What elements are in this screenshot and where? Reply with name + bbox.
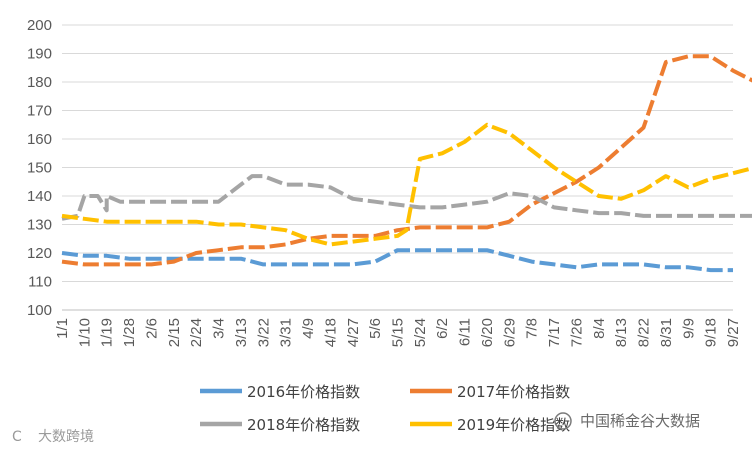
y-tick-label: 100 xyxy=(27,302,52,319)
series-lines xyxy=(61,54,752,273)
y-tick-label: 180 xyxy=(27,74,52,91)
x-tick-label: 8/4 xyxy=(591,318,608,339)
y-tick-label: 160 xyxy=(27,131,52,148)
y-tick-label: 200 xyxy=(27,17,52,34)
x-tick-label: 1/10 xyxy=(76,318,93,347)
watermark-left-text: 大数跨境 xyxy=(38,429,94,445)
watermark-left: C 大数跨境 xyxy=(12,429,94,445)
x-tick-label: 4/18 xyxy=(322,318,339,347)
legend-label-4: 2019年价格指数 xyxy=(457,416,570,434)
x-tick-label: 2/24 xyxy=(188,318,205,347)
legend-label-1: 2016年价格指数 xyxy=(247,383,360,401)
x-tick-label: 9/27 xyxy=(725,318,742,347)
x-tick-label: 5/15 xyxy=(390,318,407,347)
x-tick-label: 1/1 xyxy=(54,318,71,339)
x-tick-label: 8/31 xyxy=(658,318,675,347)
x-tick-label: 5/24 xyxy=(412,318,429,347)
x-tick-label: 8/13 xyxy=(613,318,630,347)
y-tick-label: 140 xyxy=(27,188,52,205)
x-tick-label: 1/19 xyxy=(99,318,116,347)
wechat-icon xyxy=(554,412,572,430)
gridlines xyxy=(62,24,733,311)
y-tick-label: 170 xyxy=(27,103,52,120)
watermark-right: 中国稀金谷大数据 xyxy=(554,412,700,430)
x-tick-label: 4/9 xyxy=(300,318,317,339)
y-tick-label: 130 xyxy=(27,217,52,234)
x-tick-label: 2/15 xyxy=(166,318,183,347)
series-line-3 xyxy=(61,174,752,221)
x-tick-label: 4/27 xyxy=(345,318,362,347)
x-tick-label: 3/13 xyxy=(233,318,250,347)
x-tick-label: 8/22 xyxy=(636,318,653,347)
x-tick-label: 6/20 xyxy=(479,318,496,347)
x-tick-label: 3/22 xyxy=(255,318,272,347)
x-tick-label: 7/17 xyxy=(546,318,563,347)
series-line-2 xyxy=(61,54,752,267)
watermark-left-icon: C xyxy=(12,429,22,445)
series-line-1 xyxy=(61,248,733,273)
legend: 2016年价格指数 2017年价格指数 2018年价格指数 2019年价格指数 xyxy=(200,383,570,434)
x-tick-label: 7/8 xyxy=(524,318,541,339)
x-tick-label: 9/9 xyxy=(680,318,697,339)
y-tick-label: 150 xyxy=(27,160,52,177)
series-line-4 xyxy=(61,122,752,247)
x-tick-label: 5/6 xyxy=(367,318,384,339)
y-tick-label: 110 xyxy=(28,274,52,291)
legend-label-2: 2017年价格指数 xyxy=(457,383,570,401)
x-tick-label: 7/26 xyxy=(568,318,585,347)
x-axis-ticks: 1/1 1/10 1/19 1/28 2/6 2/15 2/24 3/4 3/13 3/22 3/3… xyxy=(54,318,742,347)
x-tick-label: 9/18 xyxy=(703,318,720,347)
x-tick-label: 6/29 xyxy=(501,318,518,347)
y-tick-label: 120 xyxy=(27,245,52,262)
x-tick-label: 3/4 xyxy=(211,318,228,339)
x-tick-label: 6/11 xyxy=(457,318,474,346)
x-tick-label: 6/2 xyxy=(434,318,451,339)
legend-label-3: 2018年价格指数 xyxy=(247,416,360,434)
x-tick-label: 3/31 xyxy=(278,318,295,347)
y-tick-label: 190 xyxy=(27,46,52,63)
watermark-right-text: 中国稀金谷大数据 xyxy=(580,412,700,430)
y-axis-ticks: 100 110 120 130 140 150 160 170 180 190 200 xyxy=(27,17,52,319)
x-tick-label: 1/28 xyxy=(121,318,138,347)
x-tick-label: 2/6 xyxy=(143,318,160,339)
